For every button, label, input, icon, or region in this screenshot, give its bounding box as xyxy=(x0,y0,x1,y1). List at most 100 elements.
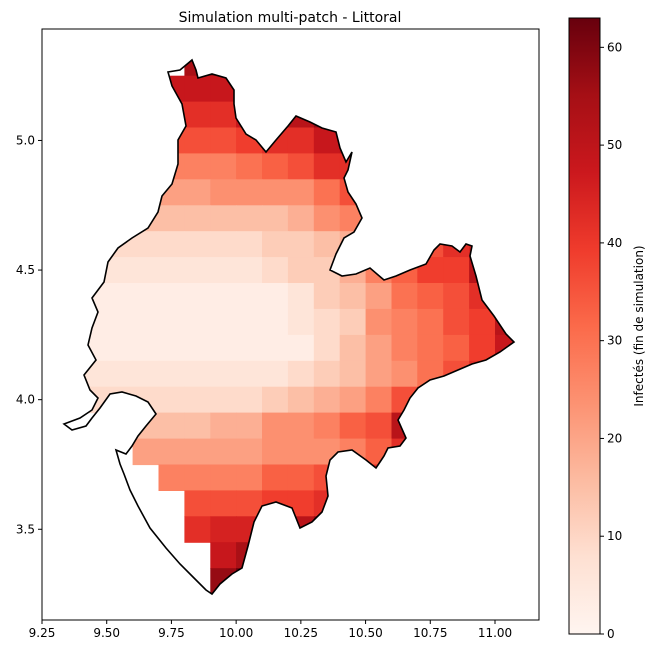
heat-cell xyxy=(236,257,263,284)
heat-cell xyxy=(210,490,237,517)
region-outline xyxy=(62,58,516,596)
heat-cell xyxy=(210,516,237,543)
heat-cell xyxy=(210,231,237,258)
heat-cell xyxy=(313,153,341,180)
y-tick-label: 4.0 xyxy=(16,393,35,407)
heat-cell xyxy=(262,179,289,206)
heat-cell xyxy=(391,334,418,362)
heat-cell xyxy=(236,438,263,466)
x-tick-label: 10.00 xyxy=(219,626,253,640)
colorbar-tick-label: 10 xyxy=(607,529,622,543)
heat-cell xyxy=(158,283,185,310)
heat-cell xyxy=(236,308,263,336)
heat-cell xyxy=(262,412,289,440)
heat-cell xyxy=(287,283,315,310)
heat-cell xyxy=(287,308,315,336)
heat-cell xyxy=(313,386,341,414)
heat-cell xyxy=(184,283,211,310)
x-tick-label: 9.25 xyxy=(29,626,56,640)
heat-cell xyxy=(443,257,470,284)
heat-cell xyxy=(210,127,237,154)
heat-cell xyxy=(184,179,211,206)
heat-cell xyxy=(365,386,393,414)
heat-cell xyxy=(313,334,341,362)
heat-cell xyxy=(132,283,160,310)
heat-cell xyxy=(210,360,237,388)
heat-cell xyxy=(262,205,289,232)
heat-cell xyxy=(106,360,134,388)
heat-cell xyxy=(287,127,315,154)
heat-cell xyxy=(184,490,211,517)
heat-cell xyxy=(210,308,237,336)
heat-cell xyxy=(262,438,289,466)
heat-cell xyxy=(158,360,185,388)
heat-cell xyxy=(339,334,367,362)
heat-cell xyxy=(417,283,444,310)
heat-cell xyxy=(287,179,315,206)
heat-cell xyxy=(158,231,185,258)
heat-cell xyxy=(313,283,341,310)
heat-cell xyxy=(236,412,263,440)
heat-cell xyxy=(210,153,237,180)
heat-cell xyxy=(184,75,211,103)
heat-cell xyxy=(184,231,211,258)
heat-cell xyxy=(106,308,134,336)
heat-cell xyxy=(184,334,211,362)
heat-cell xyxy=(287,231,315,258)
heat-cell xyxy=(132,360,160,388)
heat-cell xyxy=(132,257,160,284)
heat-cell xyxy=(365,360,393,388)
heat-cell xyxy=(210,386,237,414)
heat-cell xyxy=(339,360,367,388)
heat-cell xyxy=(210,412,237,440)
heat-cell xyxy=(313,205,341,232)
colorbar-gradient xyxy=(568,17,601,635)
heat-cell xyxy=(158,412,185,440)
heat-cell xyxy=(184,412,211,440)
colorbar: 0 10 20 30 40 50 60 Infectés (fin de simulatio… xyxy=(568,17,646,641)
heat-cell xyxy=(236,464,263,491)
heat-cell xyxy=(132,438,160,466)
heat-cell xyxy=(184,360,211,388)
heat-cell xyxy=(158,257,185,284)
heat-cell xyxy=(365,412,393,440)
heat-cell xyxy=(184,153,211,180)
x-tick-label: 10.50 xyxy=(348,626,382,640)
heat-cell xyxy=(236,179,263,206)
colorbar-label: Infectés (fin de simulation) xyxy=(632,245,646,406)
plot-area: 9.25 9.50 9.75 10.00 10.25 10.50 10.75 11.00 3.… xyxy=(16,28,540,640)
colorbar-tick-label: 60 xyxy=(607,40,622,54)
heat-cell xyxy=(236,205,263,232)
heat-cell xyxy=(236,360,263,388)
heat-cell xyxy=(287,386,315,414)
heat-cell xyxy=(184,257,211,284)
x-tick-label: 10.25 xyxy=(284,626,318,640)
heat-cell xyxy=(262,464,289,491)
heat-cell xyxy=(184,308,211,336)
y-axis: 3.5 4.0 4.5 5.0 xyxy=(16,133,42,536)
heat-cell xyxy=(210,438,237,466)
heat-cell xyxy=(313,308,341,336)
heat-cell xyxy=(443,308,470,336)
heat-cell xyxy=(262,334,289,362)
heat-cell xyxy=(158,438,185,466)
colorbar-tick-label: 30 xyxy=(607,334,622,348)
heat-cell xyxy=(287,205,315,232)
heat-cell xyxy=(262,360,289,388)
heat-cell xyxy=(287,334,315,362)
heat-cell xyxy=(210,179,237,206)
heat-cell xyxy=(313,412,341,440)
heat-cell xyxy=(236,334,263,362)
heat-cell xyxy=(210,464,237,491)
heat-cell xyxy=(365,334,393,362)
y-tick-label: 3.5 xyxy=(16,522,35,536)
heat-cell xyxy=(210,283,237,310)
heat-cell xyxy=(313,360,341,388)
x-tick-label: 10.75 xyxy=(413,626,447,640)
heat-cell xyxy=(262,308,289,336)
heat-cell xyxy=(158,308,185,336)
heat-cell xyxy=(210,101,237,129)
heat-cell xyxy=(158,464,185,491)
heat-cell xyxy=(443,283,470,310)
